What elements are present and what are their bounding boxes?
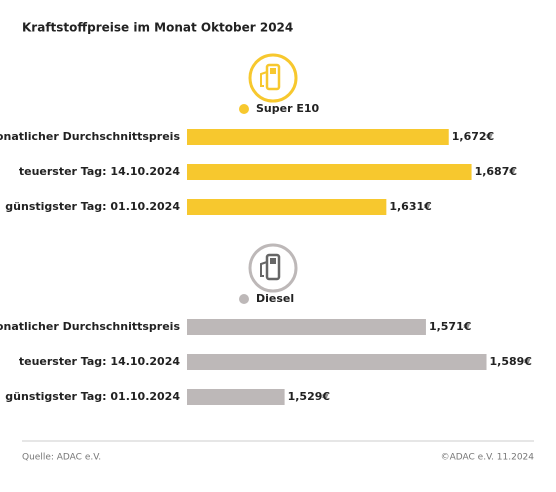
- fuel-icon: [248, 243, 298, 293]
- legend-swatch: [239, 104, 249, 114]
- value-label: 1,631€: [389, 200, 431, 213]
- legend-swatch: [239, 294, 249, 304]
- icon-hose: [260, 71, 268, 87]
- value-label: 1,672€: [452, 130, 494, 143]
- source: Quelle: ADAC e.V.: [22, 453, 101, 463]
- chart-title: Kraftstoffpreise im Monat Oktober 2024: [22, 21, 293, 35]
- bar: [187, 319, 426, 335]
- icon-window: [270, 258, 276, 264]
- icon-ring: [248, 53, 298, 103]
- category-label: teuerster Tag: 14.10.2024: [19, 355, 181, 368]
- icon-pump: [265, 63, 281, 91]
- bar: [187, 199, 387, 215]
- category-label: Monatlicher Durchschnittspreis: [0, 130, 180, 143]
- legend-label: Diesel: [256, 292, 294, 305]
- fuel-icon: [248, 53, 298, 103]
- category-label: günstigster Tag: 01.10.2024: [5, 390, 180, 403]
- value-label: 1,529€: [288, 390, 330, 403]
- bar: [187, 129, 449, 145]
- icon-window: [270, 68, 276, 74]
- bar: [187, 389, 285, 405]
- value-label: 1,687€: [475, 165, 517, 178]
- copyright: ©ADAC e.V. 11.2024: [441, 453, 535, 463]
- bar: [187, 354, 487, 370]
- bar: [187, 164, 472, 180]
- value-label: 1,589€: [490, 355, 532, 368]
- category-label: günstigster Tag: 01.10.2024: [5, 200, 180, 213]
- icon-hose: [260, 261, 268, 277]
- value-label: 1,571€: [429, 320, 471, 333]
- category-label: Monatlicher Durchschnittspreis: [0, 320, 180, 333]
- legend-label: Super E10: [256, 102, 320, 115]
- category-label: teuerster Tag: 14.10.2024: [19, 165, 181, 178]
- icon-ring: [248, 243, 298, 293]
- icon-pump: [265, 253, 281, 281]
